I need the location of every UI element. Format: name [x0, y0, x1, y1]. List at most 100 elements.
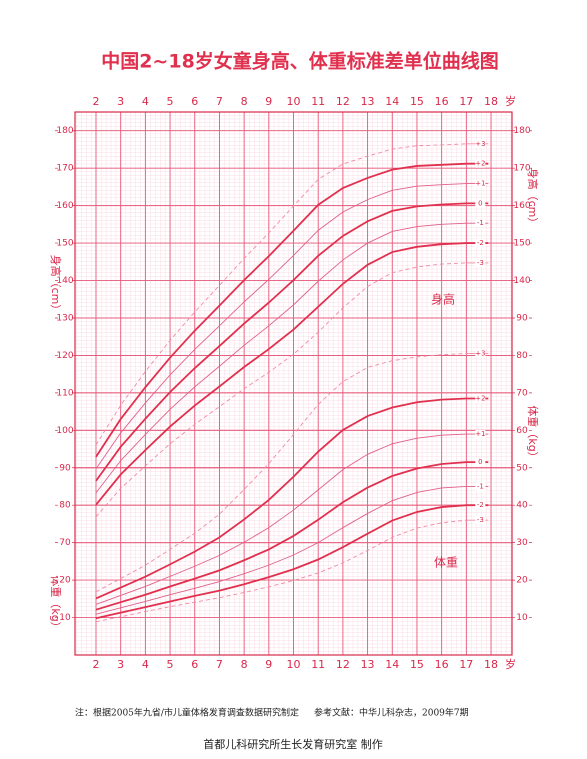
y-tick-bg [58, 238, 72, 249]
source-note: 注：根据2005年九省/市儿童体格发育调查数据研究制定 [75, 707, 299, 719]
sd-curve [95, 519, 467, 623]
sd-label: -3 [477, 516, 484, 524]
x-tick-label-top: 8 [241, 95, 248, 108]
y2-tick-left-label: 10 [59, 613, 71, 623]
x-tick-label-bottom: 16 [435, 658, 449, 671]
y-tick-label: 80 [59, 501, 71, 511]
sd-label: 0 [478, 199, 482, 207]
y-tick-label: 180 [56, 126, 73, 136]
y2-tick-left-bg [58, 575, 72, 586]
sd-curve [95, 486, 467, 615]
y-tick-label: 70 [59, 538, 71, 548]
plot-frame [74, 111, 513, 656]
sd-label-bg [475, 394, 486, 403]
x-tick-label-bottom: 7 [216, 658, 223, 671]
y-tick-bg [58, 387, 72, 398]
x-tick-label-bottom: 4 [142, 658, 149, 671]
y2-tick-left-label: 20 [59, 576, 71, 586]
y2-tick-bg [515, 425, 529, 436]
sd-curve [95, 202, 467, 482]
sd-label: -1 [477, 482, 484, 490]
sd-label: +2 [475, 160, 485, 168]
x-tick-label-bottom: 14 [385, 658, 399, 671]
y2-tick-bg [515, 500, 529, 511]
sd-curve [95, 183, 467, 470]
x-tick-label-bottom: 3 [117, 658, 124, 671]
x-tick-label-top: 18 [484, 95, 498, 108]
y-tick-bg [58, 350, 72, 361]
x-tick-label-bottom: 10 [287, 658, 301, 671]
y-tick-right-label: 170 [513, 164, 530, 174]
y-axis-title: 身高（cm） [49, 255, 63, 316]
y-tick-label: 110 [56, 388, 73, 398]
x-tick-label-top: 5 [167, 95, 174, 108]
y-tick-right-label: 150 [513, 239, 530, 249]
x-tick-label-top: 9 [265, 95, 272, 108]
y2-tick-label: 20 [516, 576, 528, 586]
x-tick-label-top: 17 [459, 95, 473, 108]
chart-title: 中国2~18岁女童身高、体重标准差单位曲线图 [101, 50, 499, 73]
sd-label-bg [475, 501, 486, 510]
x-tick-label-top: 4 [142, 95, 149, 108]
y2-tick-left-bg [58, 612, 72, 623]
x-tick-label-top: 15 [410, 95, 424, 108]
sd-label-bg [475, 430, 486, 439]
y2-tick-bg [515, 462, 529, 473]
y2-tick-bg [515, 387, 529, 398]
x-tick-label-bottom: 17 [459, 658, 473, 671]
sd-curve [95, 353, 467, 593]
x-tick-label-top: 6 [191, 95, 198, 108]
x-tick-label-top: 14 [385, 95, 399, 108]
y2-tick-bg [515, 612, 529, 623]
y2-axis-title-right: 体重（kg） [526, 405, 540, 462]
reference-note: 参考文献：中华儿科杂志，2009年7期 [314, 707, 469, 719]
y-tick-right-label: 180 [513, 126, 530, 136]
x-tick-label-top: 13 [361, 95, 375, 108]
sd-curve [95, 262, 467, 518]
x-unit-top: 岁 [505, 94, 516, 108]
y-tick-right-label: 140 [513, 276, 530, 286]
y-tick-bg [58, 125, 72, 136]
sd-label-bg [475, 179, 486, 188]
sd-label: -2 [477, 501, 484, 509]
y2-tick-bg [515, 312, 529, 323]
sd-curve [95, 242, 467, 506]
sd-curve [95, 222, 467, 494]
y-tick-label: 160 [56, 201, 73, 211]
x-tick-label-bottom: 2 [92, 658, 99, 671]
sd-label-bg [475, 139, 486, 148]
sd-label: +3 [475, 140, 485, 148]
y-tick-label: 140 [56, 276, 73, 286]
y-tick-right-bg [515, 238, 529, 249]
sd-curve [95, 461, 467, 611]
maker-note: 首都儿科研究所生长发育研究室 制作 [203, 737, 383, 751]
y2-tick-bg [515, 537, 529, 548]
sd-label: -3 [477, 259, 484, 267]
sd-curve [95, 143, 467, 446]
sd-curve [95, 504, 467, 620]
x-tick-label-bottom: 6 [191, 658, 198, 671]
sd-label-bg [475, 239, 486, 248]
y-tick-right-label: 160 [513, 201, 530, 211]
y2-tick-label: 50 [516, 463, 528, 473]
curves: +3 +2 +1 0 -1 -2 -3 +3 +2 +1 0 -1 -2 -3 [95, 139, 489, 623]
x-tick-label-bottom: 11 [311, 658, 325, 671]
sd-label: -1 [477, 219, 484, 227]
x-unit-bottom: 岁 [505, 657, 516, 671]
weight-annotation: 体重 [434, 556, 458, 570]
sd-label-bg [475, 258, 486, 267]
y-tick-bg [58, 462, 72, 473]
y-axis-title-right: 身高（cm） [526, 168, 540, 229]
y-tick-bg [58, 537, 72, 548]
x-tick-label-top: 3 [117, 95, 124, 108]
sd-label: +2 [475, 394, 485, 402]
x-tick-label-top: 11 [311, 95, 325, 108]
x-tick-label-bottom: 9 [265, 658, 272, 671]
x-tick-label-bottom: 15 [410, 658, 424, 671]
x-tick-label-bottom: 5 [167, 658, 174, 671]
y-tick-label: 90 [59, 463, 71, 473]
sd-label-bg [475, 349, 486, 358]
y-tick-right-bg [515, 275, 529, 286]
sd-label: +3 [475, 350, 485, 358]
y-tick-bg [58, 425, 72, 436]
